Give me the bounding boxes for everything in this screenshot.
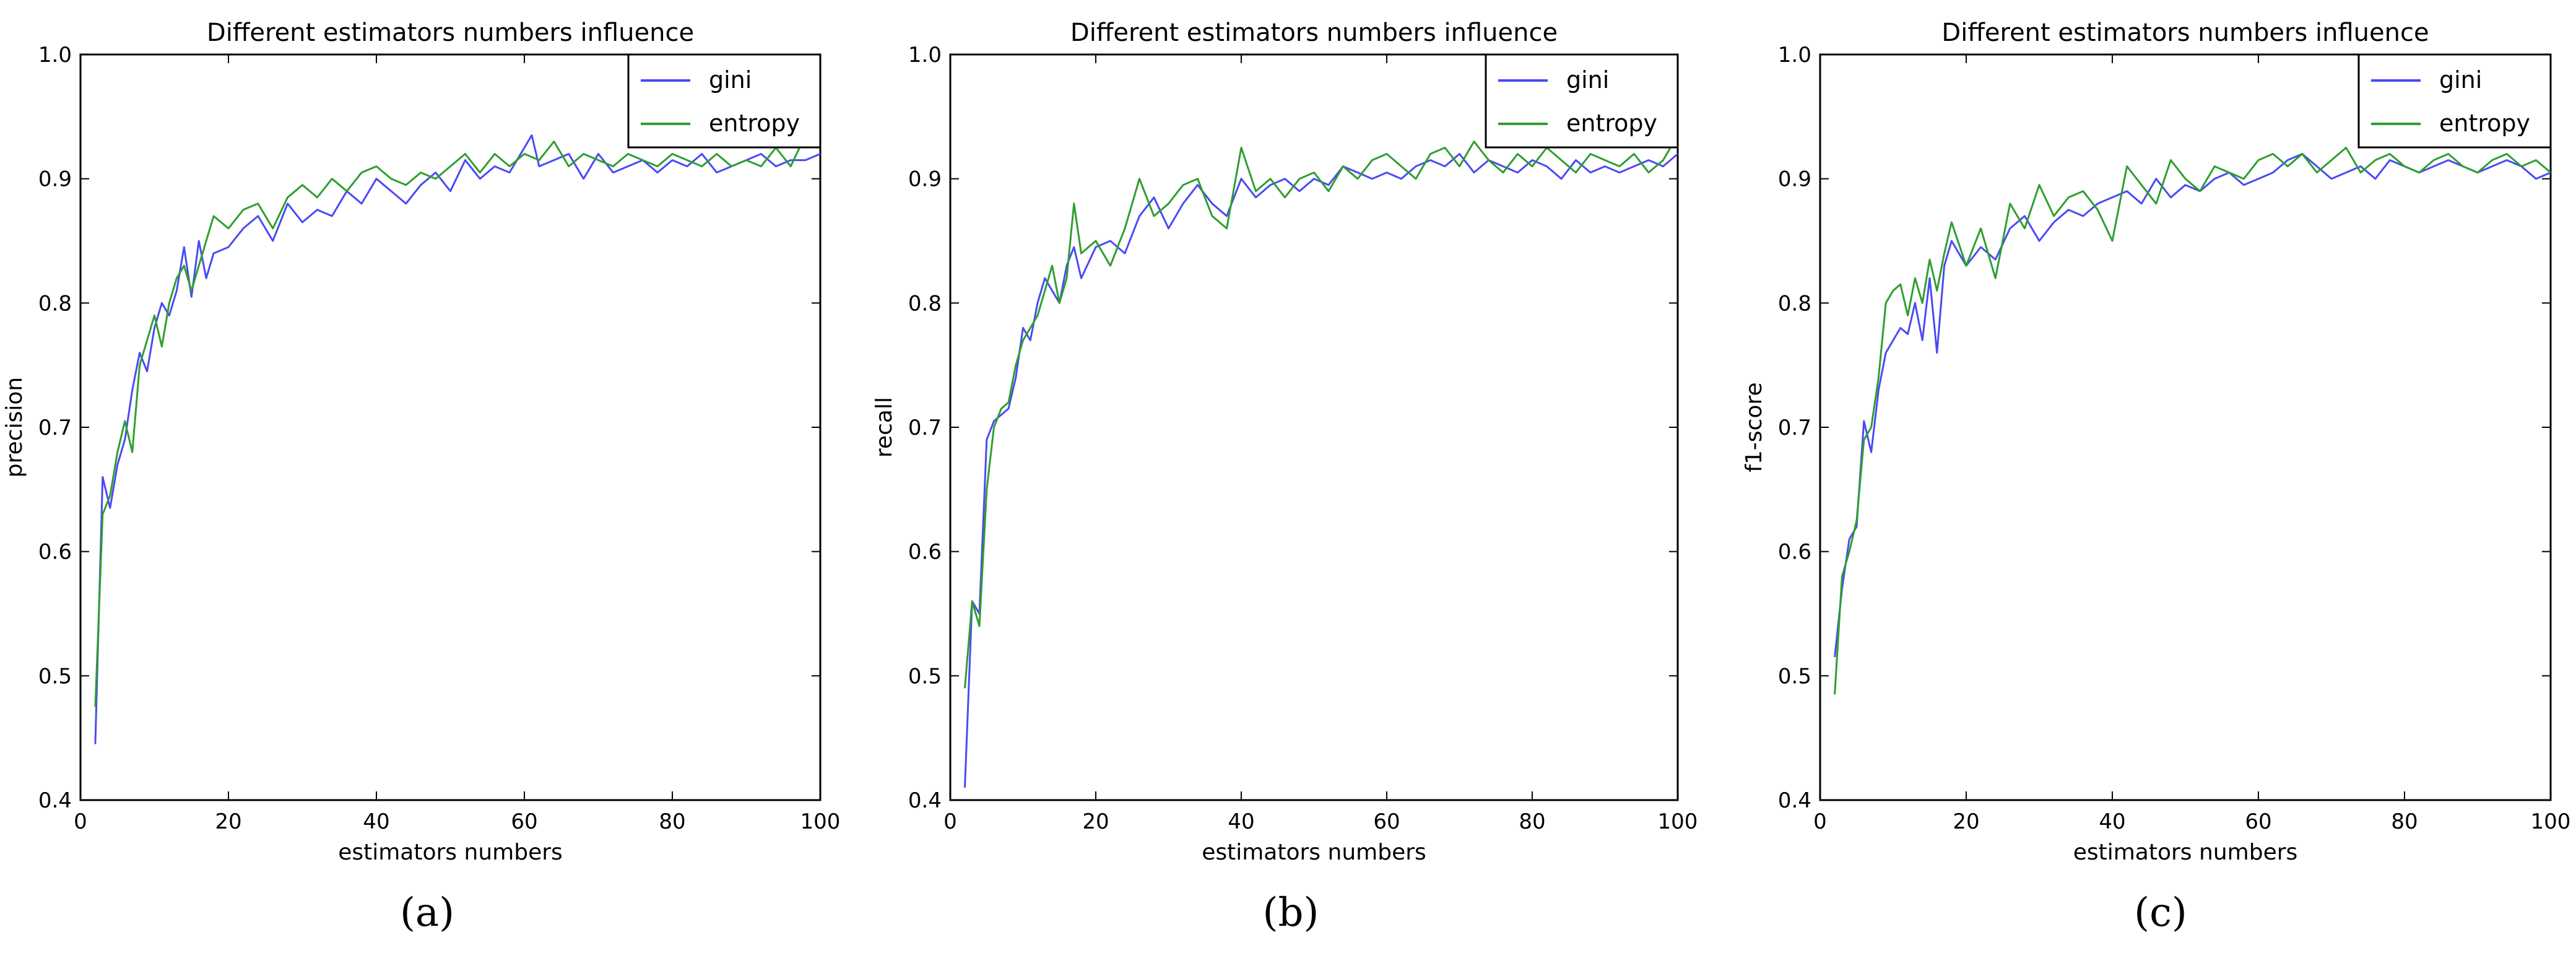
series-group bbox=[964, 134, 1678, 788]
y-tick-label: 0.8 bbox=[908, 291, 942, 316]
legend: gini entropy bbox=[2357, 53, 2552, 149]
x-axis-label: estimators numbers bbox=[338, 840, 563, 865]
legend-box bbox=[2357, 53, 2552, 149]
plot-frame bbox=[1819, 53, 2552, 801]
y-tick-label: 0.9 bbox=[908, 167, 942, 192]
panel-sub-label: (a) bbox=[400, 890, 454, 936]
x-tick-label: 100 bbox=[1658, 809, 1698, 834]
y-tick-label: 1.0 bbox=[38, 43, 72, 67]
y-tick-label: 0.6 bbox=[908, 540, 942, 565]
y-tick-label: 0.5 bbox=[1778, 664, 1811, 689]
x-tick-label: 0 bbox=[1813, 809, 1827, 834]
y-tick-label: 0.7 bbox=[1778, 416, 1811, 440]
panel-sub-label: (c) bbox=[2134, 890, 2187, 936]
legend: gini entropy bbox=[627, 53, 822, 149]
plot-frame bbox=[79, 53, 822, 801]
legend-label-gini: gini bbox=[709, 66, 752, 94]
x-tick-label: 40 bbox=[363, 809, 389, 834]
y-axis-label: recall bbox=[872, 397, 897, 458]
y-tick-label: 0.9 bbox=[1778, 167, 1811, 192]
chart-panel-3: Different estimators numbers influence 0 2… bbox=[1741, 19, 2570, 936]
series-group bbox=[94, 134, 820, 744]
legend-box bbox=[627, 53, 822, 149]
y-tick-label: 0.7 bbox=[908, 416, 942, 440]
x-axis-label: estimators numbers bbox=[2073, 840, 2298, 865]
x-tick-label: 80 bbox=[659, 809, 685, 834]
y-tick-label: 1.0 bbox=[1778, 43, 1811, 67]
y-tick-label: 0.5 bbox=[38, 664, 72, 689]
x-tick-label: 100 bbox=[2531, 809, 2571, 834]
panel-sub-label: (b) bbox=[1263, 890, 1319, 936]
x-tick-label: 60 bbox=[511, 809, 537, 834]
legend-label-entropy: entropy bbox=[1566, 110, 1657, 137]
x-tick-label: 40 bbox=[1228, 809, 1254, 834]
x-tick-label: 40 bbox=[2099, 809, 2125, 834]
x-tick-label: 80 bbox=[1519, 809, 1545, 834]
series-line-entropy bbox=[94, 134, 820, 707]
y-tick-label: 0.8 bbox=[38, 291, 72, 316]
y-tick-label: 0.9 bbox=[38, 167, 72, 192]
y-tick-label: 0.4 bbox=[908, 788, 942, 813]
x-tick-label: 80 bbox=[2391, 809, 2418, 834]
x-tick-label: 20 bbox=[1953, 809, 1979, 834]
legend: gini entropy bbox=[1485, 53, 1679, 149]
legend-label-entropy: entropy bbox=[2439, 110, 2530, 137]
y-tick-label: 0.4 bbox=[1778, 788, 1811, 813]
x-tick-label: 0 bbox=[943, 809, 957, 834]
y-tick-label: 0.7 bbox=[38, 416, 72, 440]
chart-title: Different estimators numbers influence bbox=[1941, 19, 2429, 47]
x-tick-label: 60 bbox=[2245, 809, 2271, 834]
legend-label-gini: gini bbox=[2439, 66, 2482, 94]
x-tick-label: 0 bbox=[74, 809, 87, 834]
chart-title: Different estimators numbers influence bbox=[1070, 19, 1558, 47]
legend-label-gini: gini bbox=[1566, 66, 1609, 94]
series-group bbox=[1834, 147, 2551, 695]
chart-panel-2: Different estimators numbers influence 0 2… bbox=[872, 19, 1698, 936]
series-line-gini bbox=[94, 134, 820, 744]
y-axis-label: precision bbox=[2, 377, 27, 477]
legend-label-entropy: entropy bbox=[709, 110, 800, 137]
y-tick-label: 1.0 bbox=[908, 43, 942, 67]
chart-panel-1: Different estimators numbers influence 0 2… bbox=[2, 19, 840, 936]
y-tick-label: 0.4 bbox=[38, 788, 72, 813]
x-tick-label: 100 bbox=[800, 809, 841, 834]
y-tick-label: 0.5 bbox=[908, 664, 942, 689]
chart-title: Different estimators numbers influence bbox=[207, 19, 694, 47]
legend-box bbox=[1485, 53, 1679, 149]
y-axis-label: f1-score bbox=[1741, 382, 1767, 472]
y-tick-label: 0.6 bbox=[1778, 540, 1811, 565]
x-tick-label: 20 bbox=[1082, 809, 1109, 834]
y-tick-label: 0.8 bbox=[1778, 291, 1811, 316]
x-tick-label: 20 bbox=[215, 809, 241, 834]
series-line-entropy bbox=[1834, 147, 2551, 695]
x-tick-label: 60 bbox=[1373, 809, 1400, 834]
series-line-entropy bbox=[964, 134, 1678, 689]
x-axis-label: estimators numbers bbox=[1202, 840, 1426, 865]
y-tick-label: 0.6 bbox=[38, 540, 72, 565]
